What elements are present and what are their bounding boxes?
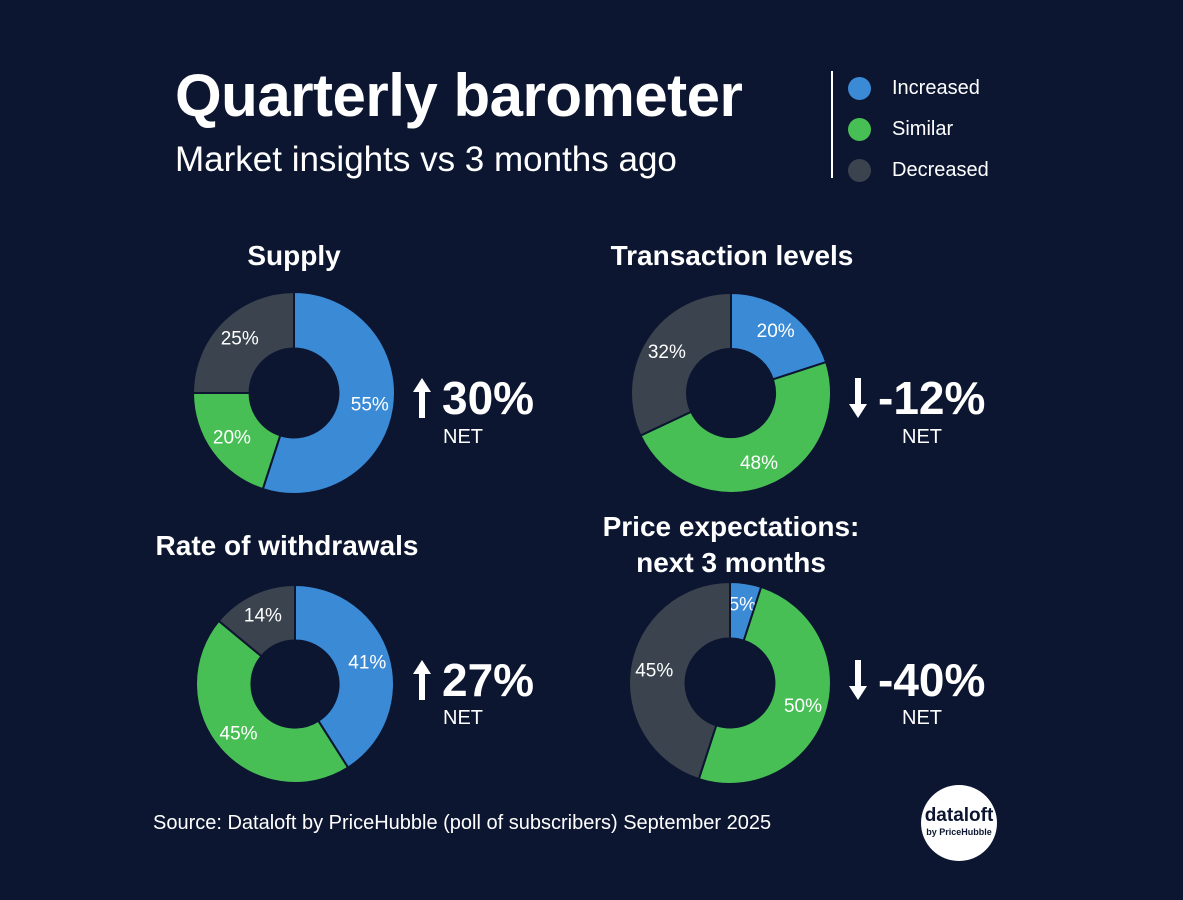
arrow-down-icon — [849, 378, 867, 418]
slice-value-label-increased: 41% — [348, 652, 386, 673]
donut-slice-similar — [697, 585, 832, 785]
slice-value-label-decreased: 25% — [221, 328, 259, 349]
net-row: -12% — [846, 370, 985, 426]
chart-title-line-2: next 3 months — [636, 547, 826, 578]
donut-slice-decreased — [191, 290, 295, 394]
net-value: -40% — [878, 654, 986, 706]
net-label: NET — [443, 707, 483, 729]
net-label: NET — [902, 426, 942, 448]
donut-slice-similar — [195, 619, 350, 784]
chart-title-price-expectations: Price expectations: next 3 months — [566, 509, 896, 581]
net-block-transaction-levels: -12% — [846, 370, 985, 426]
chart-title-line-1: Price expectations: — [602, 511, 860, 542]
dataloft-logo: dataloft by PriceHubble — [921, 785, 997, 861]
donut-slice-decreased — [628, 580, 731, 781]
chart-title-supply: Supply — [247, 240, 341, 271]
slice-value-label-similar: 20% — [213, 428, 251, 449]
logo-wordmark: dataloft — [924, 805, 994, 826]
net-value: 27% — [442, 654, 535, 706]
page-title: Quarterly barometer — [175, 62, 743, 129]
arrow-up-icon — [413, 378, 431, 418]
donut-chart-transaction-levels: 20% 48% 32% — [630, 291, 832, 494]
donut-slice-decreased — [217, 583, 296, 658]
net-value: -12% — [878, 372, 986, 424]
net-row: -40% — [846, 652, 985, 708]
donut-chart-rate-of-withdrawals: 41% 45% 14% — [195, 583, 395, 784]
legend-swatch-decreased — [848, 159, 871, 182]
legend-label-increased: Increased — [892, 77, 980, 99]
arrow-up-icon — [413, 660, 431, 700]
legend-label-decreased: Decreased — [892, 159, 989, 181]
chart-title-rate-of-withdrawals: Rate of withdrawals — [155, 530, 419, 561]
legend-item-similar: Similar — [848, 109, 989, 150]
legend-item-decreased: Decreased — [848, 150, 989, 191]
legend: Increased Similar Decreased — [848, 68, 989, 191]
net-block-rate-of-withdrawals: 27% — [410, 652, 534, 708]
net-label: NET — [902, 707, 942, 729]
legend-label-similar: Similar — [892, 118, 954, 140]
donut-slice-increased — [261, 290, 396, 495]
donut-slice-decreased — [630, 291, 732, 437]
donut-slice-increased — [730, 291, 828, 381]
slice-value-label-decreased: 32% — [648, 342, 686, 363]
legend-swatch-increased — [848, 77, 871, 100]
legend-divider — [831, 71, 833, 178]
slice-value-label-similar: 48% — [740, 453, 778, 474]
slice-value-label-increased: 55% — [351, 395, 389, 416]
donut-chart-supply: 55% 20% 25% — [191, 290, 396, 495]
slice-value-label-increased: 5% — [729, 595, 757, 616]
donut-slice-similar — [191, 392, 282, 491]
source-note: Source: Dataloft by PriceHubble (poll of… — [153, 812, 772, 834]
arrow-down-icon — [849, 660, 867, 700]
legend-item-increased: Increased — [848, 68, 989, 109]
slice-value-label-similar: 45% — [220, 723, 258, 744]
net-row: 30% — [410, 370, 534, 426]
page-subtitle: Market insights vs 3 months ago — [175, 140, 677, 179]
net-value: 30% — [442, 372, 535, 424]
slice-value-label-decreased: 14% — [244, 605, 282, 626]
net-row: 27% — [410, 652, 534, 708]
slice-value-label-increased: 20% — [757, 321, 795, 342]
legend-swatch-similar — [848, 118, 871, 141]
net-block-supply: 30% — [410, 370, 534, 426]
chart-title-transaction-levels: Transaction levels — [610, 240, 854, 271]
net-block-price-expectations: -40% — [846, 652, 985, 708]
donut-slice-similar — [639, 360, 832, 494]
net-label: NET — [443, 426, 483, 448]
logo-tagline: by PriceHubble — [926, 827, 992, 837]
slice-value-label-similar: 50% — [784, 696, 822, 717]
donut-chart-price-expectations: 5% 50% 45% — [628, 580, 832, 785]
slice-value-label-decreased: 45% — [635, 660, 673, 681]
